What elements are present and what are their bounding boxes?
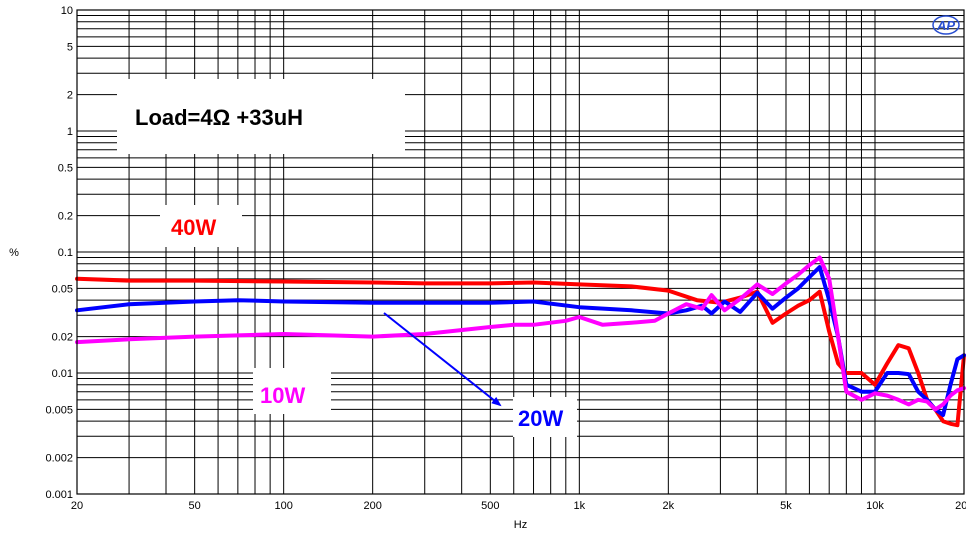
x-axis-label: Hz [514, 519, 527, 531]
plot-frame [76, 9, 965, 495]
tick-labels: 20 50 100 200 500 1k 2k 5k 10k 20k 0.001 0.002 0.005… [45, 5, 966, 512]
x-tick-label: 20 [71, 500, 83, 512]
annotation-load433uh: Load=4Ω +33uH [135, 105, 303, 130]
y-axis-label: % [9, 247, 19, 259]
x-tick-label: 100 [274, 500, 292, 512]
annotation-10w: 10W [260, 383, 305, 408]
y-tick-label: 2 [67, 90, 73, 102]
x-tick-label: 5k [780, 500, 792, 512]
annotation-arrow [383, 312, 502, 407]
annotation-box [513, 397, 577, 437]
series-layer [75, 255, 966, 428]
y-tick-label: 0.2 [58, 211, 73, 223]
y-tick-label: 0.01 [52, 368, 73, 380]
y-tick-label: 0.005 [45, 404, 73, 416]
series-line-20w [75, 265, 966, 417]
x-tick-label: 20k [955, 500, 966, 512]
y-tick-label: 0.5 [58, 162, 73, 174]
x-tick-label: 10k [866, 500, 884, 512]
annotation-box [160, 205, 242, 247]
y-tick-label: 10 [61, 5, 73, 17]
y-tick-label: 1 [67, 126, 73, 138]
annotation-layer: Load=4Ω +33uH 40W 10W 20W [117, 79, 577, 437]
logo-text: AP [936, 18, 955, 33]
x-tick-label: 2k [663, 500, 675, 512]
annotation-20w: 20W [518, 406, 563, 431]
annotation-40w: 40W [171, 215, 216, 240]
annotation-box [117, 79, 405, 154]
y-tick-label: 0.001 [45, 489, 73, 501]
x-tick-label: 50 [189, 500, 201, 512]
x-tick-label: 500 [481, 500, 499, 512]
ap-logo: AP [932, 15, 960, 35]
y-tick-label: 0.05 [52, 283, 73, 295]
logo-ring-icon [932, 15, 960, 35]
y-tick-label: 5 [67, 41, 73, 53]
y-tick-label: 0.002 [45, 453, 73, 465]
y-tick-label: 0.1 [58, 247, 73, 259]
x-tick-label: 200 [363, 500, 381, 512]
series-line-40w [75, 276, 966, 428]
annotation-box [253, 368, 331, 414]
x-tick-label: 1k [574, 500, 586, 512]
series-line-10w [75, 255, 966, 412]
y-tick-label: 0.02 [52, 332, 73, 344]
